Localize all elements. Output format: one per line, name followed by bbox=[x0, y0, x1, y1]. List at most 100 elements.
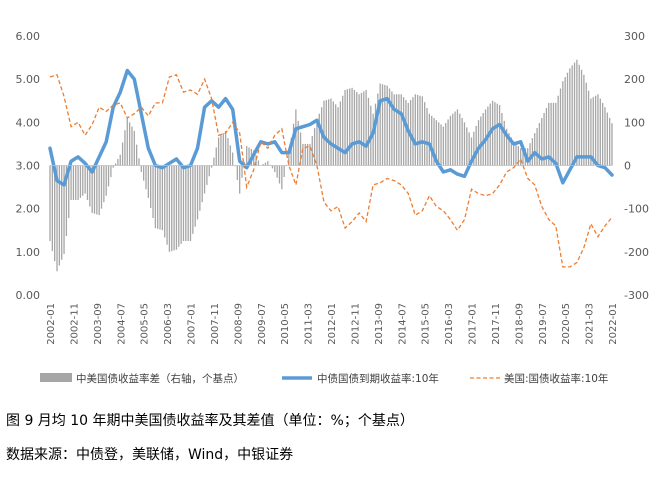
spread-bar bbox=[297, 120, 299, 166]
spread-bar bbox=[138, 158, 140, 166]
spread-bar bbox=[248, 147, 250, 166]
spread-bar bbox=[267, 161, 269, 166]
spread-bar bbox=[515, 143, 517, 166]
spread-bar bbox=[459, 113, 461, 166]
spread-bar bbox=[512, 141, 515, 166]
spread-bar bbox=[339, 101, 342, 166]
spread-bar bbox=[89, 165, 91, 207]
spread-bar bbox=[255, 155, 257, 166]
us10y-line bbox=[49, 73, 613, 268]
spread-bar bbox=[65, 165, 68, 237]
spread-bar bbox=[192, 165, 194, 234]
left-tick-label: 1.00 bbox=[16, 246, 41, 259]
spread-bar bbox=[344, 89, 346, 166]
spread-bar bbox=[185, 165, 187, 242]
spread-bar bbox=[86, 165, 89, 201]
x-tick-label: 2021-03 bbox=[585, 303, 596, 345]
spread-bar bbox=[206, 165, 208, 185]
spread-bar bbox=[103, 165, 105, 203]
spread-bar bbox=[367, 97, 370, 166]
spread-bar bbox=[550, 102, 552, 166]
spread-bar bbox=[585, 82, 587, 166]
x-tick-label: 2007-11 bbox=[210, 303, 221, 345]
x-tick-label: 2018-09 bbox=[514, 303, 525, 345]
spread-bar bbox=[559, 88, 562, 166]
spread-bar bbox=[606, 112, 608, 166]
x-tick-label: 2016-03 bbox=[444, 303, 455, 345]
spread-bar bbox=[56, 165, 58, 272]
spread-bar bbox=[510, 137, 512, 166]
spread-bar bbox=[283, 165, 285, 178]
spread-bar bbox=[58, 165, 61, 266]
spread-bar bbox=[555, 102, 557, 166]
spread-bar bbox=[241, 165, 243, 178]
legend-label-cn: 中债国债到期收益率:10年 bbox=[317, 372, 439, 385]
spread-bar bbox=[318, 113, 320, 166]
spread-bar bbox=[187, 165, 189, 242]
spread-bar bbox=[461, 118, 463, 166]
right-tick-label: 300 bbox=[624, 30, 645, 43]
x-tick-label: 2004-07 bbox=[116, 303, 127, 345]
spread-bar bbox=[543, 112, 545, 166]
x-tick-label: 2010-05 bbox=[280, 303, 291, 345]
spread-bar bbox=[405, 100, 407, 166]
right-tick-label: -100 bbox=[624, 203, 649, 216]
legend-swatch-spread bbox=[40, 373, 72, 382]
spread-bar bbox=[217, 137, 220, 166]
left-tick-label: 4.00 bbox=[16, 116, 41, 129]
spread-bar bbox=[419, 95, 421, 166]
spread-bar bbox=[262, 164, 264, 166]
spread-bar bbox=[393, 94, 395, 166]
spread-bar bbox=[143, 165, 145, 181]
spread-bar bbox=[194, 165, 196, 227]
spread-bar bbox=[117, 159, 119, 166]
spread-bar bbox=[564, 77, 566, 166]
spread-bar bbox=[578, 64, 580, 166]
x-tick-label: 2012-11 bbox=[350, 303, 361, 345]
spread-bar bbox=[428, 113, 431, 166]
spread-bar bbox=[386, 85, 388, 166]
x-tick-label: 2014-07 bbox=[397, 303, 408, 345]
spread-bar bbox=[157, 165, 159, 229]
spread-bar bbox=[203, 165, 206, 194]
spread-bar bbox=[189, 165, 192, 242]
spread-bar bbox=[377, 93, 379, 166]
spread-bar bbox=[299, 132, 302, 166]
spread-bar bbox=[152, 165, 154, 219]
spread-bar bbox=[175, 165, 178, 250]
spread-bar bbox=[290, 138, 292, 166]
legend-label-us: 美国:国债收益率:10年 bbox=[504, 372, 608, 385]
spread-bar bbox=[363, 91, 365, 166]
x-tick-label: 2007-01 bbox=[187, 303, 198, 345]
spread-bar bbox=[145, 165, 147, 190]
spread-bar bbox=[70, 165, 72, 201]
left-tick-label: 3.00 bbox=[16, 160, 41, 173]
spread-bar bbox=[440, 124, 442, 166]
spread-bar bbox=[229, 145, 231, 166]
spread-bar bbox=[384, 84, 386, 166]
left-tick-label: 5.00 bbox=[16, 73, 41, 86]
spread-bar bbox=[79, 165, 82, 198]
spread-bar bbox=[147, 165, 150, 198]
spread-bar bbox=[164, 165, 166, 238]
spread-bar bbox=[77, 165, 79, 201]
spread-bar bbox=[480, 116, 482, 166]
spread-bar bbox=[199, 165, 201, 211]
cn10y-line bbox=[48, 68, 614, 187]
spread-bar bbox=[51, 165, 53, 252]
spread-bar bbox=[452, 113, 454, 166]
spread-bar bbox=[61, 165, 63, 260]
spread-bar bbox=[468, 132, 470, 166]
spread-bar bbox=[587, 90, 590, 166]
spread-bar bbox=[274, 165, 276, 172]
spread-bar bbox=[597, 94, 599, 166]
spread-bar bbox=[583, 74, 585, 166]
spread-bar bbox=[84, 165, 86, 194]
spread-bar bbox=[534, 133, 536, 166]
x-axis-ticks: 2002-01 2002-11 2003-09 2004-07 2005-05 2006-… bbox=[46, 303, 619, 345]
x-tick-label: 2017-11 bbox=[491, 303, 502, 345]
spread-bar bbox=[435, 120, 438, 166]
spread-bar bbox=[447, 119, 449, 166]
spread-bar bbox=[114, 163, 117, 166]
spread-bar bbox=[541, 118, 543, 166]
